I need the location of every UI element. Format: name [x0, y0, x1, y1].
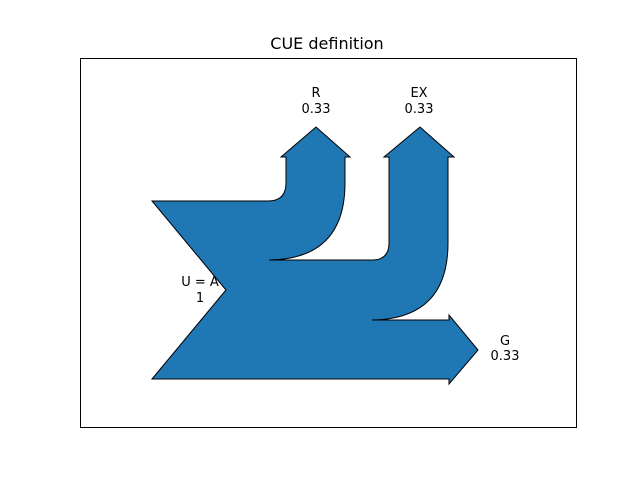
- outflow-r-label: R: [311, 86, 320, 101]
- sankey-flow-path: [150, 126, 479, 386]
- chart-title: CUE definition: [270, 34, 383, 53]
- axes-frame: [80, 58, 577, 428]
- outflow-r-value: 0.33: [302, 102, 331, 117]
- inflow-label: U = A: [181, 275, 219, 290]
- outflow-g-label: G: [500, 334, 510, 349]
- outflow-g-value: 0.33: [491, 349, 520, 364]
- outflow-ex-value: 0.33: [405, 102, 434, 117]
- outflow-ex-label: EX: [410, 86, 427, 101]
- inflow-value: 1: [196, 291, 204, 306]
